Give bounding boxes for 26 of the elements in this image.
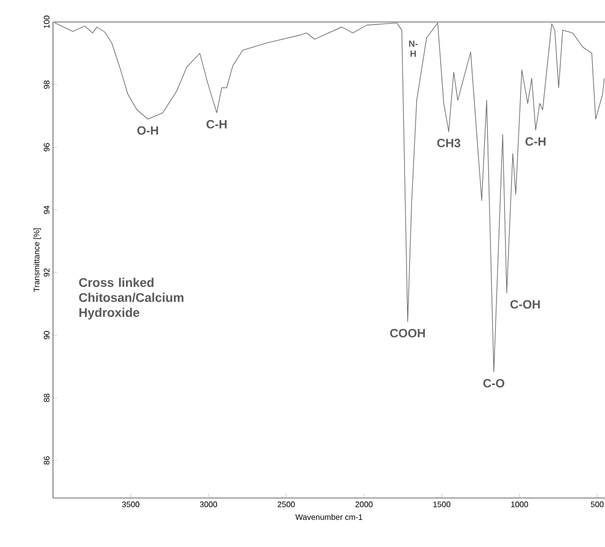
annotation: C-OH [510,300,540,309]
annotation: COOH [390,328,425,338]
y-tick-label: 86 [44,456,50,465]
y-tick-label: 96 [44,143,50,152]
y-tick-label: 94 [44,206,50,214]
y-tick-label: 98 [44,80,50,89]
y-tick-label: 88 [44,394,50,402]
y-axis-title: Transmittance [%] [34,228,41,292]
y-tick-label: 92 [44,268,50,277]
x-tick-label: 2000 [355,502,373,508]
annotation: C-O [483,379,504,388]
x-tick-label: 3000 [200,502,218,508]
annotation: Cross linked Chitosan/Calcium Hydroxide [79,278,184,320]
y-tick-label: 100 [44,16,50,28]
x-tick-label: 3500 [122,502,140,508]
x-tick-label: 500 [590,502,604,508]
x-tick-label: 2500 [278,502,295,508]
x-tick-label: 1500 [433,502,450,508]
annotation: O-H [137,126,158,135]
y-tick-label: 90 [44,331,50,340]
x-axis-title: Wavenumber cm-1 [295,514,362,520]
annotation: CH3 [437,138,460,148]
annotation: C-H [206,120,227,129]
annotation: C-H [525,137,546,146]
x-tick-label: 1000 [511,502,528,508]
annotation: N-H [409,40,418,57]
